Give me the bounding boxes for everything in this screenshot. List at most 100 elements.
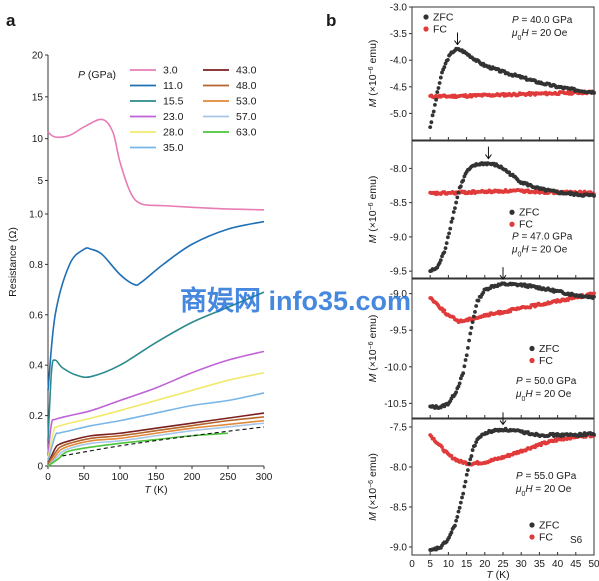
panel-b-zfc-point — [592, 432, 596, 437]
panel-a-curve-57-0 — [47, 422, 265, 467]
panel-b-zfc-point — [458, 500, 463, 505]
panel-b-zfc-point — [442, 65, 447, 69]
panel-b-zfc-point — [458, 184, 463, 189]
panel-b-zfc-point — [443, 246, 448, 251]
panel-b-zfc-point — [481, 290, 486, 295]
panel-b-zfc-point — [470, 320, 475, 325]
panel-a-legend-label: 48.0 — [236, 80, 257, 92]
panel-b-zfc-point — [442, 250, 447, 255]
panel-a-label: a — [6, 11, 16, 30]
panel-b-pressure-annotation: P = 40.0 GPa — [512, 15, 573, 26]
panel-a-curve-35-0 — [47, 392, 265, 462]
panel-a-legend-label: 57.0 — [236, 111, 257, 123]
panel-b-zfc-point — [467, 338, 471, 343]
panel-b-zfc-point — [461, 178, 466, 183]
panel-b-y-tick-label: -8.0 — [390, 164, 408, 175]
panel-b-field-annotation: μ0H = 20 Oe — [511, 28, 568, 42]
panel-b-field-annotation: μ0H = 20 Oe — [515, 484, 572, 498]
panel-b-legend-fc-label: FC — [539, 355, 553, 367]
panel-b-y-tick-label: -9.0 — [390, 232, 408, 243]
panel-a-legend-label: 63.0 — [236, 127, 257, 139]
panel-b-subplot-frame — [411, 140, 595, 279]
panel-b-zfc-point — [449, 530, 454, 535]
panel-b-field-annotation: μ0H = 20 Oe — [511, 245, 568, 259]
panel-b-x-tick-label: 45 — [570, 559, 582, 570]
panel-b-legend-zfc-marker — [423, 14, 429, 20]
panel-a-x-tick-label: 150 — [148, 472, 165, 483]
panel-b-x-tick-label: 50 — [588, 559, 599, 570]
panel-b-zfc-point — [457, 505, 462, 510]
panel-b-zfc-point — [466, 346, 470, 350]
panel-b-x-label: T (K) — [486, 569, 509, 581]
panel-a-curve-23-0 — [47, 350, 265, 454]
panel-b-zfc-point — [463, 358, 468, 362]
panel-b-zfc-point — [471, 314, 476, 319]
panel-b-zfc-point — [476, 298, 481, 303]
panel-a-y-label: Resistance (Ω) — [7, 227, 19, 297]
panel-b-legend-fc-label: FC — [519, 219, 533, 231]
panel-a-curve-28-0 — [47, 371, 265, 459]
panel-b-x-tick-label: 40 — [552, 559, 564, 570]
panel-b-y-tick-label: -8.5 — [390, 503, 408, 514]
panel-b-subplots: -5.0-4.5-4.0-3.5-3.0M (×10−6 emu)ZFCFCP … — [367, 3, 599, 571]
panel-b-x-tick-label: 15 — [461, 559, 473, 570]
panel-a-y-tick-label: 10 — [32, 134, 44, 145]
panel-b-y-tick-label: -10.0 — [384, 362, 407, 373]
panel-b-x-tick-label: 30 — [516, 559, 528, 570]
panel-b-legend-zfc-label: ZFC — [539, 343, 560, 355]
panel-b-zfc-point — [449, 219, 454, 224]
panel-b-label: b — [326, 11, 336, 30]
panel-b-legend-fc-marker — [509, 221, 515, 227]
panel-b-y-tick-label: -9.0 — [390, 289, 408, 300]
panel-b-y-tick-label: -9.5 — [390, 326, 408, 337]
panel-b-zfc-point — [456, 384, 461, 389]
panel-b-x-tick-label: 10 — [443, 559, 455, 570]
panel-a-y-tick-label: 5 — [37, 176, 43, 187]
panel-a-y-tick-label: 0 — [37, 462, 43, 473]
panel-b-zfc-point — [445, 235, 450, 240]
panel-b-zfc-point — [463, 479, 468, 484]
panel-b-fc-point — [440, 445, 444, 449]
panel-b-y-label: M (×10−6 emu) — [367, 176, 379, 244]
panel-a-y-ticks: 0 0.2 0.4 0.6 0.8 1.0 5 10 15 20 — [29, 51, 48, 473]
panel-b-field-annotation: μ0H = 20 Oe — [515, 389, 572, 403]
panel-b-zfc-point — [468, 457, 473, 462]
panel-b-fc-point — [449, 453, 454, 458]
panel-b-zfc-point — [466, 468, 470, 473]
panel-b-zfc-point — [592, 294, 596, 299]
panel-b-x-tick-label: 25 — [497, 559, 509, 570]
panel-a-x-tick-label: 0 — [45, 472, 51, 483]
panel-b-y-tick-label: -4.0 — [390, 56, 408, 67]
panel-b-peak-arrow-head — [485, 154, 492, 160]
watermark: 商娱网 info35.com — [180, 286, 411, 316]
panel-b-pressure-annotation: P = 47.0 GPa — [512, 232, 573, 243]
panel-b-zfc-point — [461, 371, 466, 376]
panel-a-curve-15-5 — [47, 291, 265, 441]
panel-a-y-tick-label: 0.6 — [29, 310, 43, 321]
panel-b-legend-zfc-marker — [529, 345, 535, 352]
panel-b-zfc-point — [438, 75, 443, 80]
panel-b-fc-point — [592, 291, 596, 296]
panel-b-zfc-point — [456, 509, 461, 514]
panel-b-zfc-point — [447, 231, 451, 236]
panel-a-legend-label: 3.0 — [163, 65, 178, 77]
panel-b-zfc-point — [434, 97, 438, 102]
panel-b-legend-zfc-label: ZFC — [519, 207, 540, 219]
panel-b-y-tick-label: -8.5 — [390, 198, 408, 209]
panel-b-y-tick-label: -5.0 — [390, 109, 408, 120]
panel-a-curve-53-0 — [47, 419, 265, 467]
panel-b-legend-fc-label: FC — [433, 24, 447, 36]
panel-b-legend-fc-marker — [423, 26, 429, 32]
panel-b-zfc-point — [474, 304, 479, 308]
panel-a-y-tick-label: 1.0 — [29, 210, 43, 221]
panel-b-zfc-point — [454, 390, 459, 395]
panel-b-zfc-point — [430, 113, 435, 118]
panel-b-zfc-point — [469, 454, 474, 458]
panel-b-legend-fc-marker — [529, 357, 535, 364]
panel-b-fc-point — [442, 308, 447, 313]
panel-b-legend-zfc-marker — [529, 522, 535, 528]
panel-b-zfc-point — [464, 472, 469, 477]
panel-b-zfc-point — [454, 200, 459, 205]
panel-b-y-tick-label: -8.0 — [390, 463, 408, 474]
